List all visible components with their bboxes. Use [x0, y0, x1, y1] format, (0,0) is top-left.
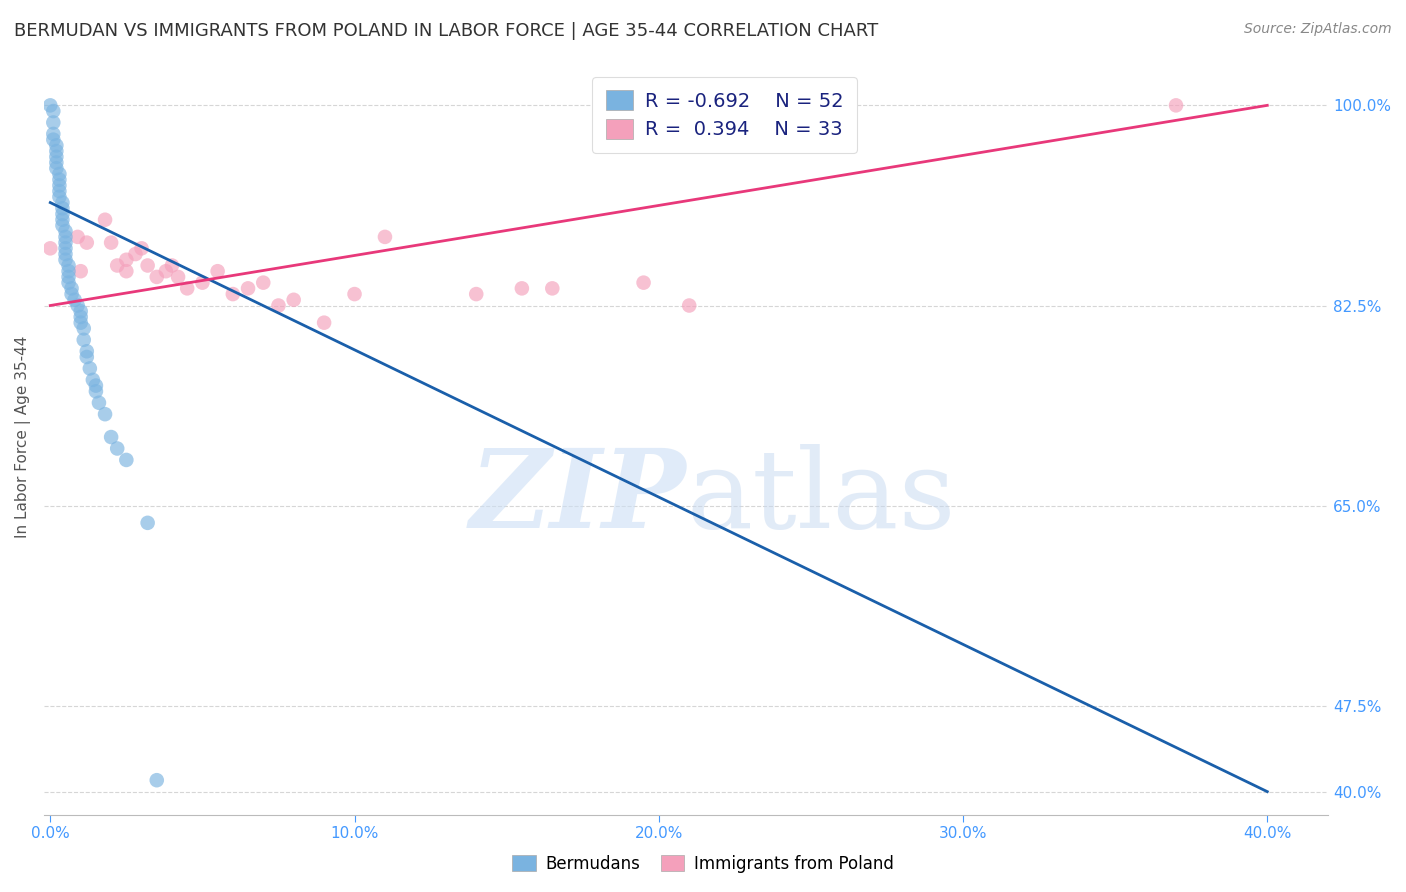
Point	[100, 430, 122, 444]
Point	[84, 378, 107, 392]
Text: atlas: atlas	[686, 444, 956, 551]
Point	[76, 344, 98, 359]
Point	[45, 161, 67, 176]
Point	[60, 281, 83, 295]
Point	[42, 115, 65, 129]
Point	[39, 241, 62, 255]
Point	[55, 224, 77, 238]
Point	[87, 396, 110, 410]
Point	[84, 384, 107, 399]
Point	[51, 207, 73, 221]
Point	[42, 104, 65, 119]
Point	[55, 241, 77, 255]
Point	[136, 516, 159, 530]
Point	[48, 167, 70, 181]
Point	[131, 241, 153, 255]
Point	[73, 321, 96, 335]
Point	[55, 230, 77, 244]
Point	[51, 219, 73, 233]
Point	[60, 287, 83, 301]
Point	[191, 276, 214, 290]
Point	[45, 144, 67, 158]
Point	[48, 190, 70, 204]
Point	[79, 361, 101, 376]
Point	[252, 276, 274, 290]
Point	[100, 235, 122, 250]
Point	[66, 299, 89, 313]
Point	[145, 773, 167, 788]
Point	[51, 195, 73, 210]
Point	[314, 316, 336, 330]
Point	[167, 269, 190, 284]
Legend: Bermudans, Immigrants from Poland: Bermudans, Immigrants from Poland	[506, 848, 900, 880]
Point	[48, 172, 70, 186]
Point	[374, 230, 396, 244]
Legend: R = -0.692    N = 52, R =  0.394    N = 33: R = -0.692 N = 52, R = 0.394 N = 33	[592, 77, 858, 153]
Point	[45, 150, 67, 164]
Point	[678, 299, 700, 313]
Point	[51, 202, 73, 216]
Point	[207, 264, 229, 278]
Point	[136, 259, 159, 273]
Point	[115, 264, 138, 278]
Point	[69, 264, 91, 278]
Point	[105, 259, 128, 273]
Y-axis label: In Labor Force | Age 35-44: In Labor Force | Age 35-44	[15, 336, 31, 538]
Point	[51, 212, 73, 227]
Point	[45, 138, 67, 153]
Point	[69, 310, 91, 324]
Text: ZIP: ZIP	[470, 443, 686, 551]
Point	[76, 350, 98, 364]
Point	[115, 453, 138, 467]
Point	[55, 247, 77, 261]
Point	[48, 184, 70, 198]
Point	[55, 252, 77, 267]
Point	[343, 287, 366, 301]
Point	[82, 373, 104, 387]
Point	[222, 287, 245, 301]
Point	[42, 133, 65, 147]
Point	[176, 281, 198, 295]
Point	[1164, 98, 1187, 112]
Point	[63, 293, 86, 307]
Point	[76, 235, 98, 250]
Point	[58, 264, 80, 278]
Point	[39, 98, 62, 112]
Point	[69, 316, 91, 330]
Point	[160, 259, 183, 273]
Text: BERMUDAN VS IMMIGRANTS FROM POLAND IN LABOR FORCE | AGE 35-44 CORRELATION CHART: BERMUDAN VS IMMIGRANTS FROM POLAND IN LA…	[14, 22, 879, 40]
Point	[465, 287, 488, 301]
Point	[267, 299, 290, 313]
Point	[541, 281, 564, 295]
Point	[42, 127, 65, 141]
Point	[58, 269, 80, 284]
Point	[510, 281, 533, 295]
Text: Source: ZipAtlas.com: Source: ZipAtlas.com	[1244, 22, 1392, 37]
Point	[124, 247, 146, 261]
Point	[633, 276, 655, 290]
Point	[45, 155, 67, 169]
Point	[69, 304, 91, 318]
Point	[58, 276, 80, 290]
Point	[94, 407, 117, 421]
Point	[58, 259, 80, 273]
Point	[105, 442, 128, 456]
Point	[66, 230, 89, 244]
Point	[94, 212, 117, 227]
Point	[55, 235, 77, 250]
Point	[73, 333, 96, 347]
Point	[236, 281, 259, 295]
Point	[48, 178, 70, 193]
Point	[145, 269, 167, 284]
Point	[115, 252, 138, 267]
Point	[283, 293, 305, 307]
Point	[155, 264, 177, 278]
